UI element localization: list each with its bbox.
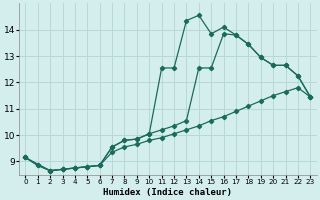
X-axis label: Humidex (Indice chaleur): Humidex (Indice chaleur) <box>103 188 232 197</box>
